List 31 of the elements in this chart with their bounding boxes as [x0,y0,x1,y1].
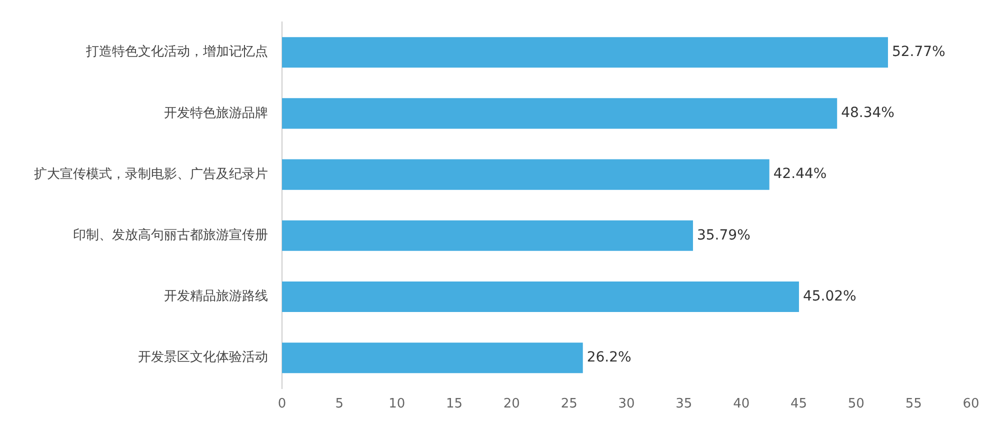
x-tick-label: 25 [560,396,578,412]
y-tick-label: 打造特色文化活动，增加记忆点 [85,44,268,60]
x-tick-label: 20 [503,396,520,412]
x-tick-label: 30 [618,396,635,412]
bar [282,342,583,374]
x-tick-label: 60 [962,396,980,412]
x-tick-label: 40 [733,396,750,412]
x-tick-label: 5 [335,396,344,412]
x-tick-label: 55 [905,396,922,412]
x-tick-label: 35 [676,396,692,412]
data-label: 26.2% [586,349,632,366]
bar [282,159,770,190]
bar [282,98,838,129]
bar [282,220,693,251]
x-tick-label: 15 [446,396,463,412]
y-tick-label: 开发景区文化体验活动 [138,350,268,366]
x-tick-label: 50 [848,396,864,412]
data-label: 52.77% [892,44,946,60]
y-tick-label: 扩大宣传模式，录制电影、广告及纪录片 [34,166,268,182]
data-label: 35.79% [696,227,750,244]
data-label: 45.02% [802,288,856,304]
y-tick-label: 开发精品旅游路线 [164,289,268,304]
data-label: 48.34% [841,105,894,122]
x-tick-label: 0 [278,396,286,412]
y-tick-label: 开发特色旅游品牌 [164,106,268,121]
data-label: 42.44% [773,166,827,182]
x-tick-label: 10 [388,396,406,412]
x-tick-label: 45 [790,396,808,412]
bar [282,37,888,68]
y-tick-label: 印制、发放高句丽古都旅游宣传册 [73,227,268,244]
bar [282,281,799,312]
